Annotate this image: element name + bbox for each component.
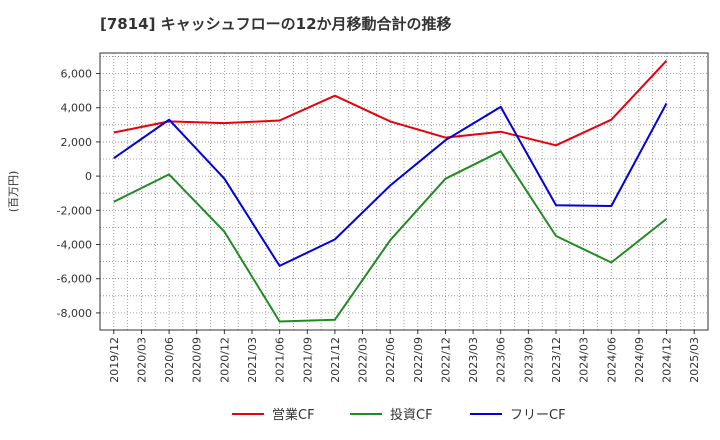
y-tick-label: -4,000: [57, 239, 92, 252]
x-tick-label: 2019/12: [108, 337, 121, 383]
x-tick-label: 2021/12: [329, 337, 342, 383]
y-tick-label: -2,000: [57, 204, 92, 217]
x-tick-label: 2024/12: [661, 337, 674, 383]
x-tick-label: 2025/03: [688, 337, 701, 383]
legend: 営業CF 投資CF フリーCF: [232, 407, 566, 423]
y-axis-ticks: 6,000 4,000 2,000 0 -2,000 -4,000 -6,000 -8,000: [57, 68, 100, 320]
series-line-2: [113, 150, 668, 323]
x-tick-label: 2020/12: [218, 337, 231, 383]
x-tick-label: 2021/06: [274, 337, 287, 383]
x-tick-label: 2022/09: [412, 337, 425, 383]
x-axis-ticks: 2019/12 2020/03 2020/06 2020/09 2020/12 2021/…: [108, 330, 701, 383]
x-tick-label: 2021/09: [301, 337, 314, 383]
y-tick-label: 6,000: [61, 68, 93, 81]
x-tick-label: 2024/03: [578, 337, 591, 383]
series-line-1: [113, 60, 668, 147]
x-tick-label: 2023/09: [522, 337, 535, 383]
series-line-3: [113, 102, 668, 267]
x-tick-label: 2022/12: [439, 337, 452, 383]
y-tick-label: 4,000: [61, 102, 93, 115]
x-tick-label: 2021/03: [246, 337, 259, 383]
legend-label: 営業CF: [272, 407, 315, 423]
chart-title: [7814] キャッシュフローの12か月移動合計の推移: [100, 15, 452, 33]
y-tick-label: 2,000: [61, 136, 93, 149]
x-tick-label: 2020/03: [135, 337, 148, 383]
y-tick-label: -8,000: [57, 307, 92, 320]
x-tick-label: 2022/03: [357, 337, 370, 383]
x-tick-label: 2024/06: [605, 337, 618, 383]
y-axis-label: (百万円): [7, 171, 20, 213]
x-tick-label: 2020/06: [163, 337, 176, 383]
y-tick-label: 0: [85, 170, 92, 183]
x-tick-label: 2023/06: [495, 337, 508, 383]
series-lines: [113, 60, 668, 323]
legend-label: フリーCF: [510, 408, 566, 423]
plot-area-frame: [99, 52, 709, 331]
grid: [100, 53, 708, 331]
y-tick-label: -6,000: [57, 273, 92, 286]
x-tick-label: 2020/09: [191, 337, 204, 383]
x-tick-label: 2023/12: [550, 337, 563, 383]
legend-label: 投資CF: [390, 407, 433, 423]
x-tick-label: 2024/09: [633, 337, 646, 383]
x-tick-label: 2023/03: [467, 337, 480, 383]
x-tick-label: 2022/06: [384, 337, 397, 383]
